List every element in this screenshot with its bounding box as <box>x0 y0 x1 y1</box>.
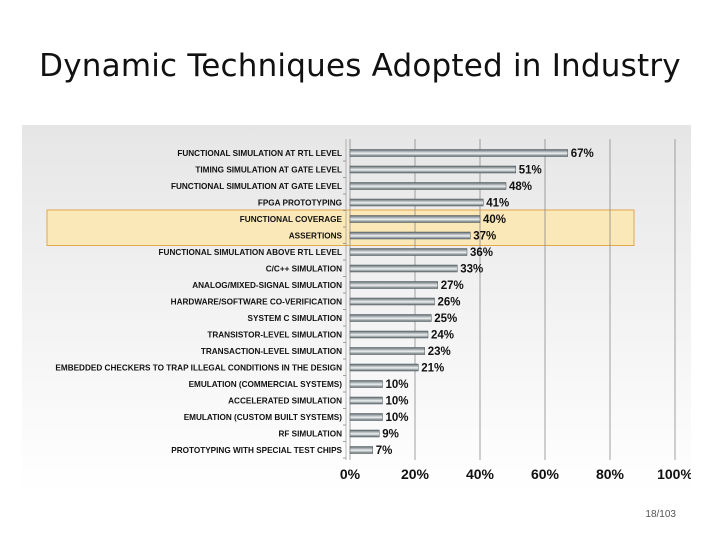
bar <box>349 149 568 157</box>
value-label: 10% <box>386 412 409 424</box>
value-label: 33% <box>460 264 483 276</box>
category-label: FUNCTIONAL SIMULATION AT RTL LEVEL <box>177 149 342 158</box>
category-label: EMULATION (COMMERCIAL SYSTEMS) <box>189 380 343 389</box>
category-label: EMBEDDED CHECKERS TO TRAP ILLEGAL CONDIT… <box>55 364 342 373</box>
bar-chart: 0% 20% 40% 60% 80% 100% FUNCTIONAL SIMULATION … <box>46 139 691 482</box>
x-tick-label: 0% <box>340 466 361 482</box>
x-tick-label: 80% <box>596 466 625 482</box>
x-tick-label: 100% <box>657 466 691 482</box>
value-label: 10% <box>386 396 409 408</box>
bar <box>349 231 471 240</box>
value-label: 51% <box>519 165 542 177</box>
highlight-band <box>46 209 635 246</box>
bar <box>349 165 516 174</box>
value-label: 21% <box>421 363 444 375</box>
category-label: FPGA PROTOTYPING <box>258 199 342 208</box>
category-label: TIMING SIMULATION AT GATE LEVEL <box>195 166 342 175</box>
category-label: EMULATION (CUSTOM BUILT SYSTEMS) <box>184 413 343 422</box>
category-label: TRANSISTOR-LEVEL SIMULATION <box>207 331 342 340</box>
x-tick-label: 40% <box>466 466 495 482</box>
category-label: RF SIMULATION <box>278 430 342 439</box>
bar <box>349 413 383 421</box>
value-label: 25% <box>434 313 457 325</box>
bar <box>349 182 507 190</box>
value-label: 24% <box>431 330 454 342</box>
chart-panel: 0% 20% 40% 60% 80% 100% FUNCTIONAL SIMULATION … <box>22 125 691 493</box>
value-label: 67% <box>571 148 594 160</box>
category-label: PROTOTYPING WITH SPECIAL TEST CHIPS <box>171 446 342 455</box>
bar <box>349 264 458 273</box>
value-label: 26% <box>438 297 461 309</box>
category-label: FUNCTIONAL SIMULATION AT GATE LEVEL <box>171 182 342 191</box>
value-label: 27% <box>441 280 464 292</box>
value-label: 10% <box>386 379 409 391</box>
value-label: 36% <box>470 247 493 259</box>
bar <box>349 248 468 256</box>
x-tick-label: 60% <box>531 466 560 482</box>
value-label: 48% <box>509 181 532 193</box>
value-label: 23% <box>428 346 451 358</box>
bar <box>349 429 380 438</box>
slide-title: Dynamic Techniques Adopted in Industry <box>39 48 681 84</box>
page-number: 18/103 <box>645 509 676 520</box>
bar <box>349 446 373 454</box>
category-label: FUNCTIONAL COVERAGE <box>240 215 343 224</box>
category-label: C/C++ SIMULATION <box>266 265 342 274</box>
value-label: 7% <box>376 445 393 457</box>
category-label: SYSTEM C SIMULATION <box>248 314 343 323</box>
category-label: TRANSACTION-LEVEL SIMULATION <box>201 347 342 356</box>
bar <box>349 198 484 207</box>
x-tick-label: 20% <box>401 466 430 482</box>
bar <box>349 314 432 322</box>
category-label: FUNCTIONAL SIMULATION ABOVE RTL LEVEL <box>159 248 342 257</box>
value-label: 9% <box>382 429 399 441</box>
value-label: 41% <box>486 198 509 210</box>
category-label: HARDWARE/SOFTWARE CO-VERIFICATION <box>171 298 342 307</box>
bar <box>349 297 435 306</box>
value-label: 37% <box>473 231 496 243</box>
value-label: 40% <box>483 214 506 226</box>
bar <box>349 215 481 223</box>
bar <box>349 380 383 388</box>
bar <box>349 330 429 339</box>
category-label: ANALOG/MIXED-SIGNAL SIMULATION <box>192 281 342 290</box>
category-label: ASSERTIONS <box>289 232 343 241</box>
category-label: ACCELERATED SIMULATION <box>228 397 342 406</box>
bar <box>349 363 419 372</box>
bar <box>349 347 425 355</box>
bar <box>349 396 383 405</box>
bar <box>349 281 438 289</box>
